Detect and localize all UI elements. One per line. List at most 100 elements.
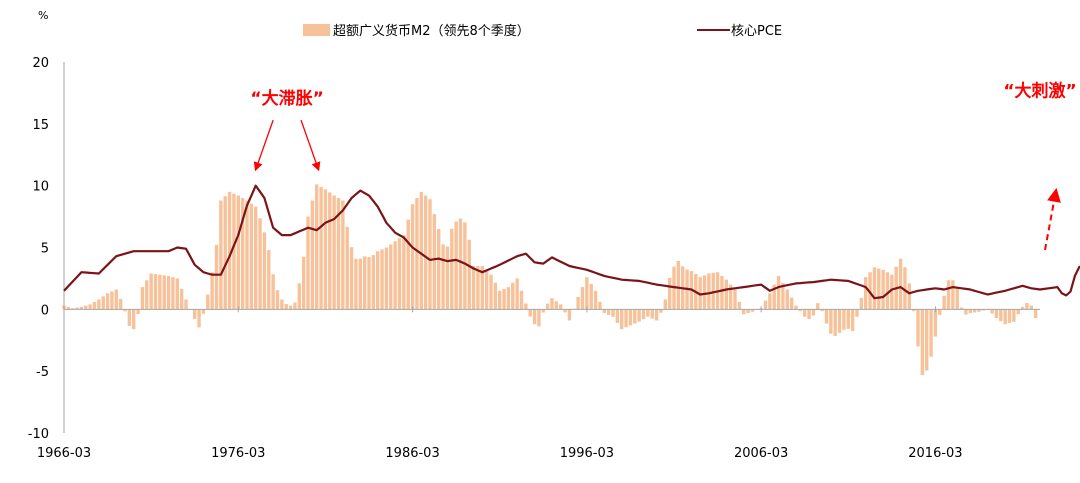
y-tick-label: 10 [32,180,49,195]
bar-m2 [824,309,829,324]
bar-m2 [720,275,724,310]
bar-m2 [437,228,441,310]
bar-m2 [1020,306,1025,310]
bar-m2 [179,288,184,310]
bar-m2 [702,275,707,310]
bar-m2 [1025,302,1029,310]
bar-m2 [946,280,951,310]
bar-m2 [890,274,894,310]
bar-m2 [140,287,145,310]
y-tick-label: -5 [36,365,49,380]
bar-m2 [105,293,110,310]
bar-m2 [829,309,833,334]
bar-m2 [310,200,315,310]
bar-m2 [506,287,511,310]
bar-m2 [846,309,850,329]
bar-m2 [214,244,219,310]
bar-series-m2 [62,184,1038,376]
bar-m2 [110,291,114,310]
bar-m2 [602,309,606,314]
bar-m2 [733,289,737,310]
bar-m2 [280,299,284,310]
bar-m2 [315,184,319,310]
bar-m2 [127,309,132,327]
bar-m2 [803,309,807,317]
bar-m2 [371,255,376,310]
bar-m2 [920,309,925,376]
bar-m2 [537,309,541,327]
bar-m2 [380,249,384,310]
bar-m2 [92,301,97,310]
bar-m2 [123,309,127,312]
bar-m2 [319,186,323,310]
bar-m2 [223,196,227,310]
bar-m2 [201,309,206,314]
bar-m2 [118,298,123,310]
bar-m2 [84,305,88,310]
bar-m2 [637,309,641,322]
bar-m2 [907,283,911,310]
bar-m2 [463,222,467,310]
bar-m2 [772,284,776,310]
bar-m2 [345,226,349,310]
bar-m2 [990,309,994,314]
bar-m2 [667,277,672,310]
bar-m2 [942,295,946,310]
x-tick-label: 1976-03 [211,446,265,461]
annotation-label: “大滞胀” [250,88,323,109]
y-tick-label: 15 [32,118,49,133]
bar-m2 [271,274,275,310]
bar-m2 [498,290,502,310]
bar-m2 [933,309,938,337]
legend-label-pce: 核心PCE [731,24,782,39]
bar-m2 [1012,309,1016,322]
bar-m2 [245,200,249,310]
bar-m2 [423,195,428,310]
bar-m2 [807,309,811,320]
bar-m2 [1007,309,1012,323]
bar-m2 [450,228,454,310]
bar-m2 [611,309,615,317]
bar-m2 [367,257,371,310]
bar-m2 [763,300,768,310]
bar-m2 [493,282,498,310]
bar-m2 [362,256,367,310]
bar-m2 [545,303,550,310]
bar-m2 [336,198,341,310]
line-series-core-pce [63,184,1080,300]
bar-m2 [794,305,798,310]
bar-m2 [1033,309,1038,318]
bar-m2 [576,296,580,310]
annotation-label: “大刺激” [1003,81,1076,102]
bar-m2 [833,309,837,336]
bar-m2 [711,272,715,310]
bar-m2 [149,273,153,310]
bar-m2 [275,290,280,310]
annotation-arrow [253,119,274,172]
axes [63,62,1040,433]
bar-m2 [959,307,964,310]
bar-m2 [1029,305,1033,310]
bar-m2 [951,280,955,310]
legend: 超额广义货币M2（领先8个季度） 核心PCE [303,23,782,39]
bar-m2 [624,309,628,328]
bar-m2 [654,309,659,321]
bar-m2 [798,309,803,312]
bar-m2 [236,195,240,310]
bar-m2 [1016,309,1020,315]
bar-m2 [628,309,633,326]
bar-m2 [663,299,667,310]
bar-m2 [885,272,890,310]
y-axis-ticks: -10 -5 0 5 10 15 20 [28,56,49,442]
bar-m2 [193,309,197,319]
bar-m2 [166,275,171,310]
bar-m2 [210,272,214,310]
bar-m2 [397,238,402,310]
bar-m2 [306,216,310,310]
bar-m2 [349,247,354,310]
bar-m2 [750,309,755,312]
bar-m2 [136,309,140,315]
bar-m2 [288,305,293,310]
bar-m2 [641,309,646,320]
